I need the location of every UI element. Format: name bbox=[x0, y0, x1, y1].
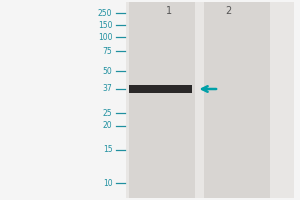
Bar bbox=[129, 85, 192, 93]
Text: 50: 50 bbox=[103, 66, 112, 75]
Bar bbox=[129, 2, 195, 198]
Text: 20: 20 bbox=[103, 121, 112, 130]
Text: 25: 25 bbox=[103, 108, 112, 117]
Text: 250: 250 bbox=[98, 8, 112, 18]
Text: 2: 2 bbox=[225, 6, 231, 16]
Text: 100: 100 bbox=[98, 32, 112, 42]
Text: 37: 37 bbox=[103, 84, 112, 93]
Bar bbox=[204, 2, 270, 198]
Text: 75: 75 bbox=[103, 46, 112, 55]
Text: 15: 15 bbox=[103, 146, 112, 154]
Text: 150: 150 bbox=[98, 21, 112, 29]
Text: 10: 10 bbox=[103, 178, 112, 188]
Text: 1: 1 bbox=[167, 6, 172, 16]
Bar bbox=[126, 2, 294, 198]
